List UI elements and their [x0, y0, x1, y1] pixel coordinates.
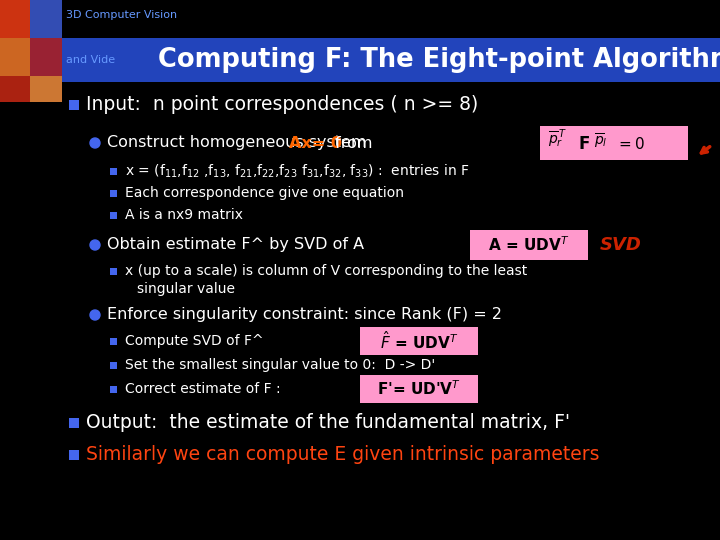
- Bar: [110, 362, 117, 369]
- Bar: [30, 76, 62, 102]
- Text: Compute SVD of F^: Compute SVD of F^: [125, 334, 264, 348]
- Text: Correct estimate of F :: Correct estimate of F :: [125, 382, 281, 396]
- Text: x = (f$_{11}$,f$_{12}$ ,f$_{13}$, f$_{21}$,f$_{22}$,f$_{23}$ f$_{31}$,f$_{32}$, : x = (f$_{11}$,f$_{12}$ ,f$_{13}$, f$_{21…: [125, 163, 469, 180]
- Bar: [110, 268, 117, 275]
- Text: $\mathbf{F}$: $\mathbf{F}$: [578, 135, 590, 153]
- Circle shape: [90, 310, 100, 320]
- Bar: [69, 100, 79, 110]
- Text: Ax= 0: Ax= 0: [289, 136, 342, 151]
- Bar: [30, 0, 62, 38]
- Text: $= 0$: $= 0$: [616, 136, 645, 152]
- Bar: [110, 386, 117, 393]
- Text: Computing F: The Eight-point Algorithm: Computing F: The Eight-point Algorithm: [158, 47, 720, 73]
- Text: and Vide: and Vide: [66, 55, 115, 65]
- Bar: [69, 450, 79, 460]
- Circle shape: [90, 240, 100, 250]
- Text: Input:  n point correspondences ( n >= 8): Input: n point correspondences ( n >= 8): [86, 96, 478, 114]
- Bar: [110, 168, 117, 175]
- Text: from: from: [330, 136, 372, 151]
- Bar: [110, 338, 117, 345]
- Bar: [30, 38, 62, 76]
- Bar: [62, 38, 720, 82]
- Bar: [0, 0, 30, 38]
- Bar: [360, 375, 478, 403]
- Bar: [110, 190, 117, 197]
- Bar: [0, 76, 30, 102]
- Text: Similarly we can compute E given intrinsic parameters: Similarly we can compute E given intrins…: [86, 446, 600, 464]
- Text: Output:  the estimate of the fundamental matrix, F': Output: the estimate of the fundamental …: [86, 414, 570, 433]
- Text: A = UDV$^T$: A = UDV$^T$: [488, 235, 570, 254]
- Text: Construct homogeneous system: Construct homogeneous system: [107, 136, 372, 151]
- Bar: [470, 230, 588, 260]
- Text: $\overline{p}_r^{\,T}$: $\overline{p}_r^{\,T}$: [548, 127, 567, 150]
- Text: 3D Computer Vision: 3D Computer Vision: [66, 10, 177, 20]
- Bar: [540, 126, 688, 160]
- Text: Each correspondence give one equation: Each correspondence give one equation: [125, 186, 404, 200]
- Text: F'= UD'V$^T$: F'= UD'V$^T$: [377, 380, 461, 399]
- Text: $\hat{F}$ = UDV$^T$: $\hat{F}$ = UDV$^T$: [380, 330, 458, 352]
- Text: SVD: SVD: [600, 236, 642, 254]
- Circle shape: [90, 138, 100, 148]
- Text: singular value: singular value: [137, 282, 235, 296]
- Text: Obtain estimate F^ by SVD of A: Obtain estimate F^ by SVD of A: [107, 238, 364, 253]
- Text: $\overline{p}_l$: $\overline{p}_l$: [594, 131, 608, 151]
- Bar: [0, 38, 30, 76]
- Text: Enforce singularity constraint: since Rank (F) = 2: Enforce singularity constraint: since Ra…: [107, 307, 502, 322]
- Text: Set the smallest singular value to 0:  D -> D': Set the smallest singular value to 0: D …: [125, 358, 436, 372]
- Text: x (up to a scale) is column of V corresponding to the least: x (up to a scale) is column of V corresp…: [125, 264, 527, 278]
- Bar: [69, 418, 79, 428]
- Bar: [110, 212, 117, 219]
- Bar: [360, 327, 478, 355]
- Text: A is a nx9 matrix: A is a nx9 matrix: [125, 208, 243, 222]
